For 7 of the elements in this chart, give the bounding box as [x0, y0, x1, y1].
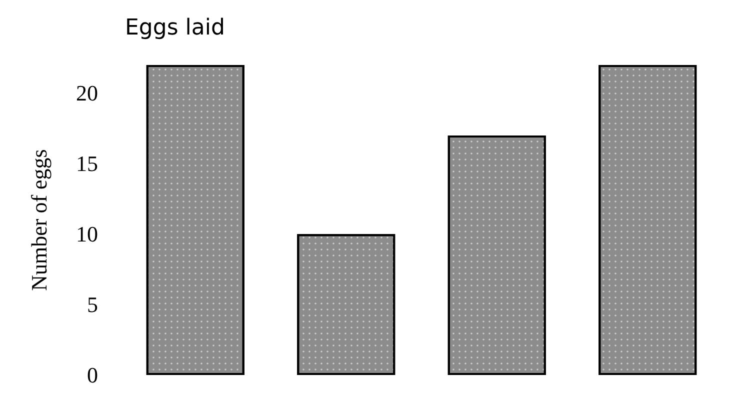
y-axis-title: Number of eggs [26, 149, 52, 291]
y-tick-label: 10 [76, 222, 98, 247]
chart-title: Eggs laid [125, 16, 225, 40]
y-tick-label: 20 [76, 80, 98, 106]
y-tick-label: 5 [87, 292, 98, 318]
y-tick-label: 15 [76, 151, 98, 176]
y-tick-label: 0 [87, 362, 98, 388]
